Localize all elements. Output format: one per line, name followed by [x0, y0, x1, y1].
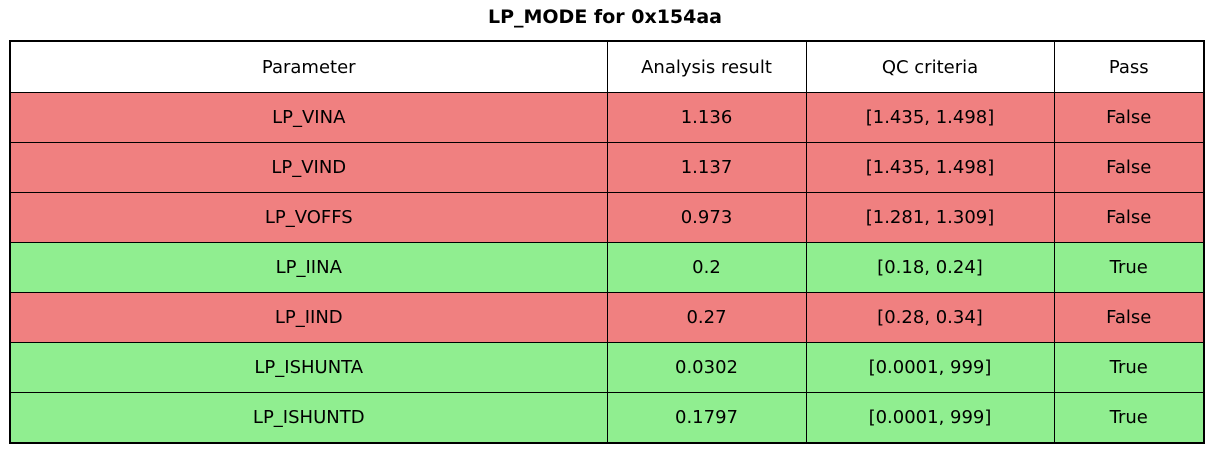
- pass-cell: True: [1053, 242, 1205, 293]
- column-header-qc-criteria: QC criteria: [805, 40, 1055, 93]
- table-row: LP_VINA 1.136 [1.435, 1.498] False: [9, 92, 1205, 143]
- result-cell: 0.27: [606, 292, 807, 343]
- param-cell: LP_VINA: [9, 92, 608, 143]
- criteria-cell: [1.281, 1.309]: [805, 192, 1055, 243]
- pass-cell: True: [1053, 342, 1205, 393]
- criteria-cell: [0.0001, 999]: [805, 342, 1055, 393]
- column-header-parameter: Parameter: [9, 40, 608, 93]
- pass-cell: False: [1053, 142, 1205, 193]
- table-row: LP_VOFFS 0.973 [1.281, 1.309] False: [9, 192, 1205, 243]
- qc-results-table: Parameter Analysis result QC criteria Pa…: [9, 40, 1205, 444]
- param-cell: LP_VIND: [9, 142, 608, 193]
- param-cell: LP_IIND: [9, 292, 608, 343]
- param-cell: LP_ISHUNTA: [9, 342, 608, 393]
- criteria-cell: [0.0001, 999]: [805, 392, 1055, 443]
- result-cell: 0.973: [606, 192, 807, 243]
- criteria-cell: [0.28, 0.34]: [805, 292, 1055, 343]
- result-cell: 1.137: [606, 142, 807, 193]
- result-cell: 0.0302: [606, 342, 807, 393]
- header-row: Parameter Analysis result QC criteria Pa…: [9, 40, 1205, 93]
- param-cell: LP_ISHUNTD: [9, 392, 608, 443]
- table-row: LP_ISHUNTD 0.1797 [0.0001, 999] True: [9, 392, 1205, 443]
- column-header-analysis-result: Analysis result: [606, 40, 807, 93]
- param-cell: LP_IINA: [9, 242, 608, 293]
- table-row: LP_IINA 0.2 [0.18, 0.24] True: [9, 242, 1205, 293]
- result-cell: 0.2: [606, 242, 807, 293]
- pass-cell: False: [1053, 92, 1205, 143]
- table-row: LP_ISHUNTA 0.0302 [0.0001, 999] True: [9, 342, 1205, 393]
- param-cell: LP_VOFFS: [9, 192, 608, 243]
- result-cell: 0.1797: [606, 392, 807, 443]
- table-row: LP_VIND 1.137 [1.435, 1.498] False: [9, 142, 1205, 193]
- result-cell: 1.136: [606, 92, 807, 143]
- table-row: LP_IIND 0.27 [0.28, 0.34] False: [9, 292, 1205, 343]
- criteria-cell: [0.18, 0.24]: [805, 242, 1055, 293]
- criteria-cell: [1.435, 1.498]: [805, 92, 1055, 143]
- page-title: LP_MODE for 0x154aa: [487, 6, 723, 28]
- criteria-cell: [1.435, 1.498]: [805, 142, 1055, 193]
- pass-cell: False: [1053, 192, 1205, 243]
- column-header-pass: Pass: [1053, 40, 1205, 93]
- pass-cell: True: [1053, 392, 1205, 443]
- pass-cell: False: [1053, 292, 1205, 343]
